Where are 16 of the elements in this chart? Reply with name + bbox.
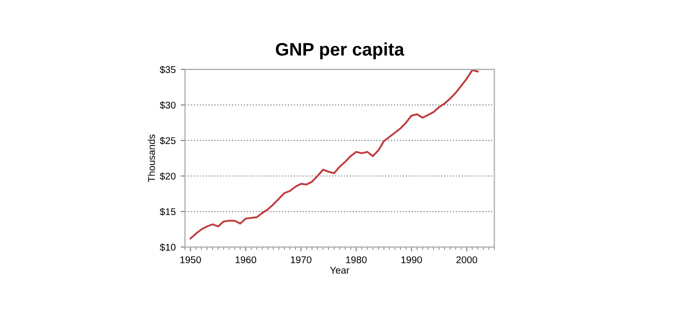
line-series — [190, 69, 479, 240]
x-tick-label: 1990 — [401, 256, 422, 264]
y-tick-label: $30 — [160, 101, 176, 110]
x-tick-label: 1960 — [236, 256, 256, 264]
chart-title: GNP per capita — [276, 42, 404, 60]
x-tick-label: 1970 — [290, 256, 312, 264]
y-tick-label: $10 — [160, 243, 176, 252]
x-tick-label: 1980 — [346, 256, 367, 264]
y-tick-label: $20 — [160, 172, 176, 180]
y-tick-label: $25 — [160, 136, 176, 145]
x-tick-label: 1950 — [180, 256, 201, 264]
x-tick-label: 2000 — [456, 256, 478, 264]
y-axis-title: Thousands — [148, 134, 156, 182]
x-axis-title: Year — [330, 266, 350, 274]
y-tick-label: $15 — [160, 208, 176, 216]
y-tick-label: $35 — [160, 66, 176, 74]
